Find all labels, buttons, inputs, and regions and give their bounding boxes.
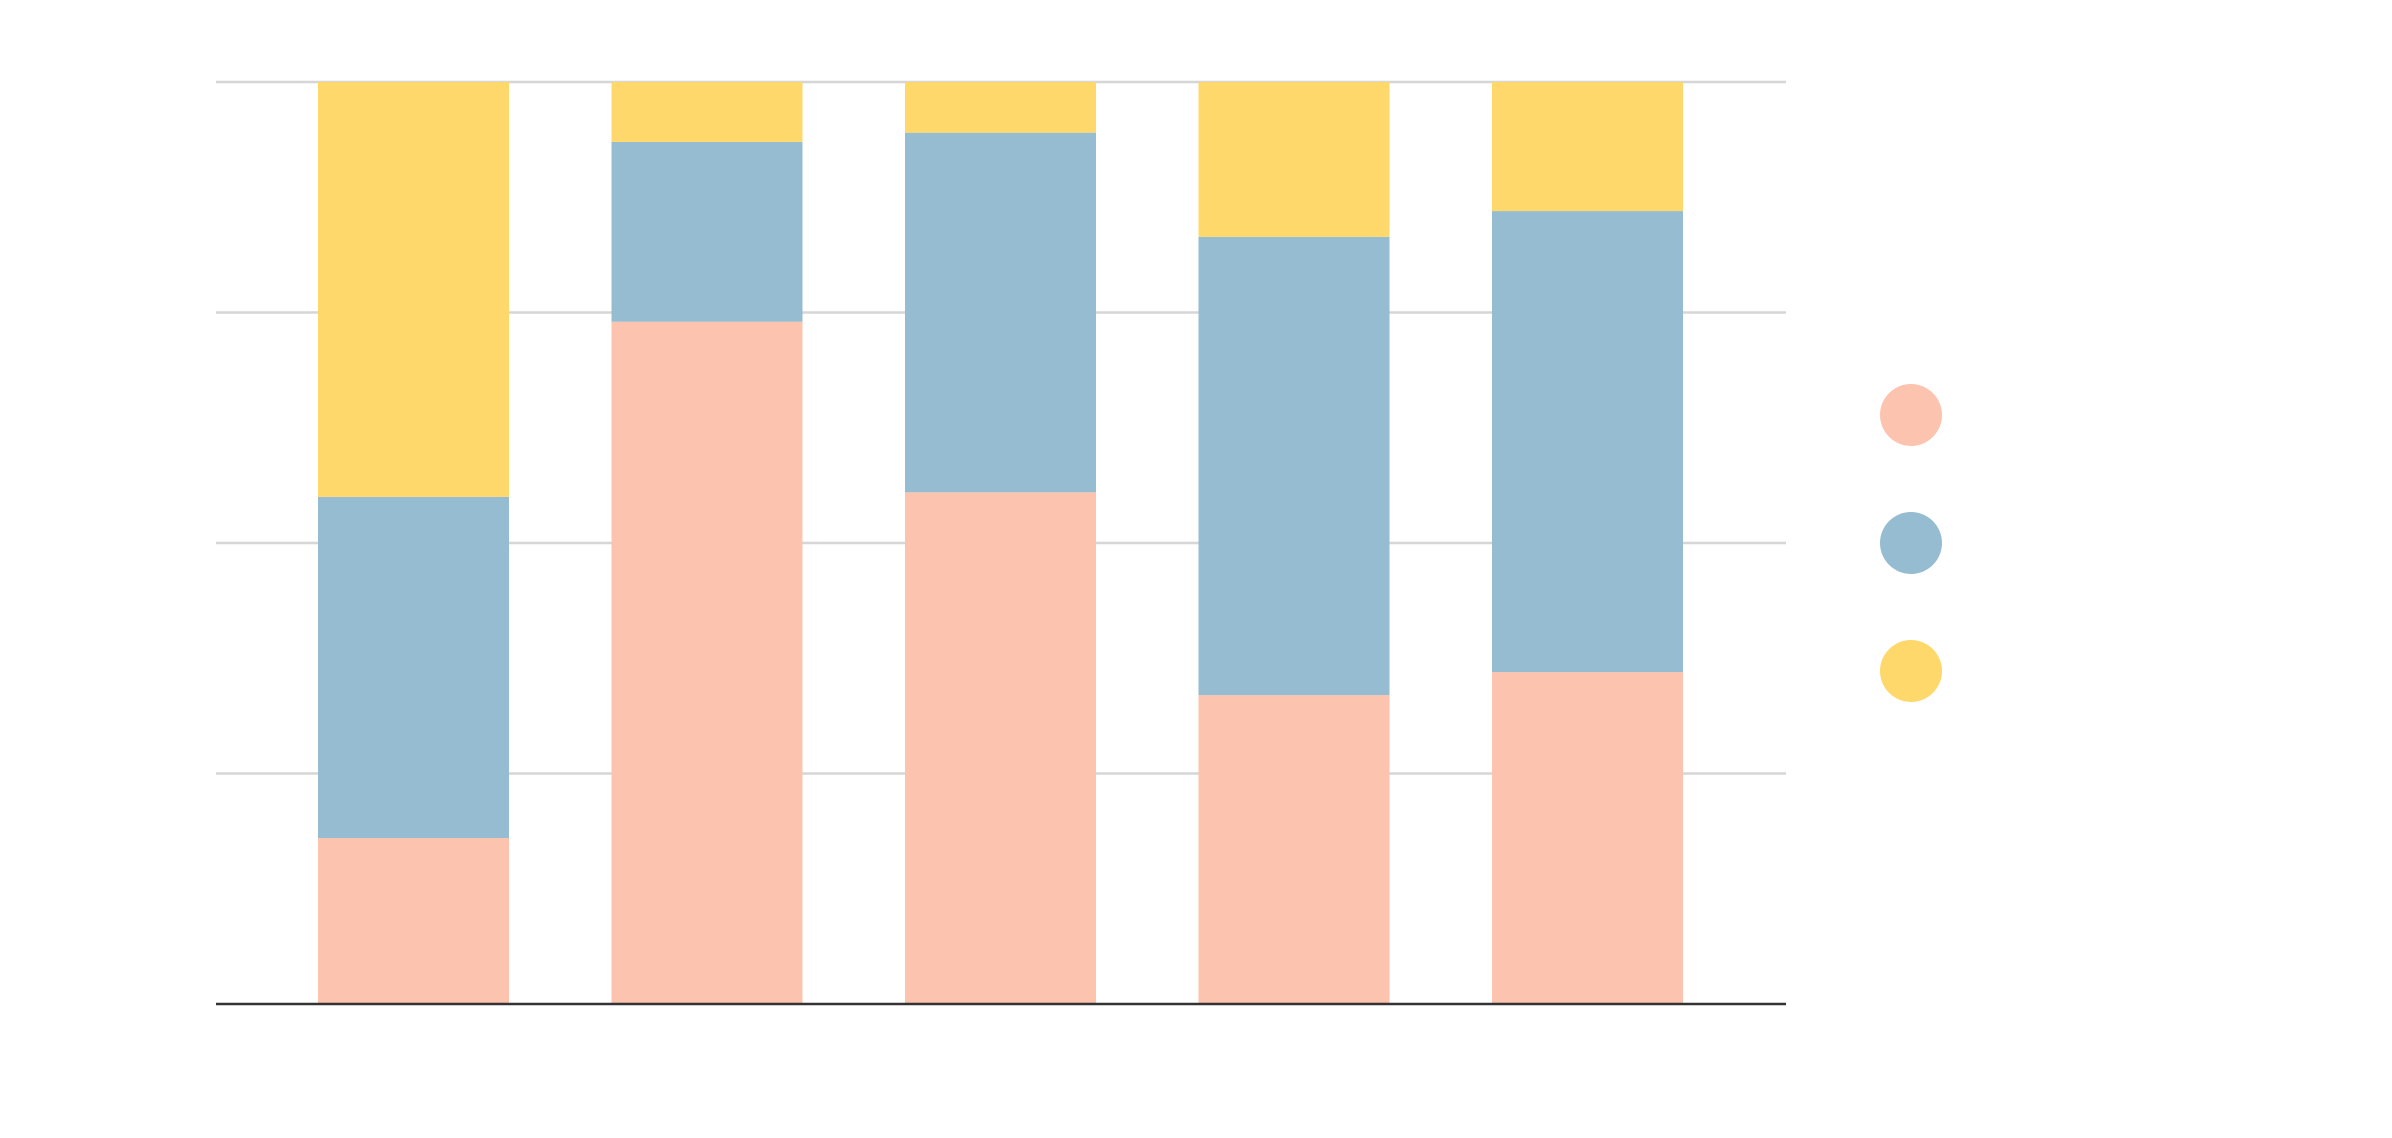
bar-segment-2-2 (611, 141, 803, 322)
bar-segment-3-3 (905, 82, 1096, 133)
bar-segment-4-3 (1198, 82, 1390, 237)
bars (318, 82, 1683, 1005)
bar-segment-3-1 (905, 492, 1096, 1004)
bar-segment-1-1 (318, 838, 509, 1004)
bar-segment-4-1 (1198, 695, 1390, 1004)
legend (1880, 384, 1942, 702)
bar-segment-1-3 (318, 82, 509, 497)
bar-segment-2-1 (611, 321, 803, 1005)
bar-segment-4-2 (1198, 236, 1390, 696)
legend-marker-3 (1880, 640, 1942, 702)
legend-marker-1 (1880, 384, 1942, 446)
bar-segment-2-3 (611, 82, 803, 142)
legend-marker-2 (1880, 512, 1942, 574)
bar-segment-5-1 (1492, 672, 1683, 1004)
bar-segment-1-2 (318, 496, 509, 839)
bar-segment-5-3 (1492, 82, 1683, 212)
bar-segment-5-2 (1492, 211, 1683, 673)
bar-segment-3-2 (905, 132, 1096, 493)
